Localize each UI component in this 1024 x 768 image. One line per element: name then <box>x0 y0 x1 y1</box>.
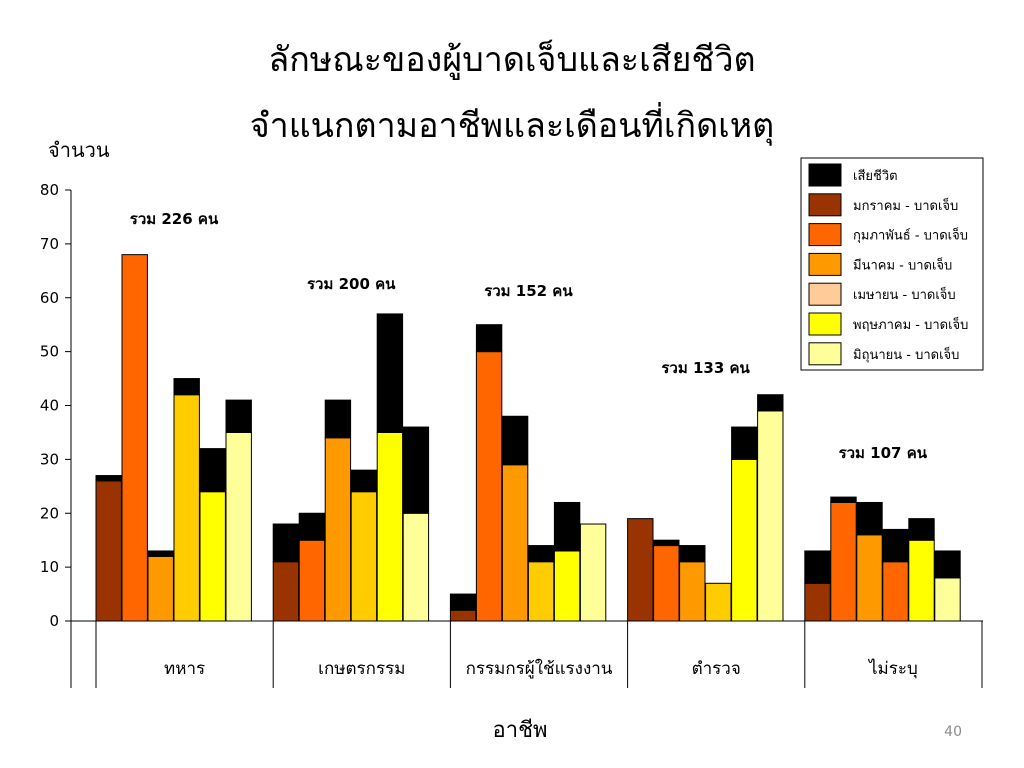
y-tick-label: 80 <box>40 181 59 199</box>
bar-dead <box>147 550 174 557</box>
bar-injured <box>95 480 122 622</box>
category-label: ไม่ระบุ <box>867 658 918 679</box>
bar-dead <box>856 501 883 536</box>
category-label: เกษตรกรรม <box>318 659 405 679</box>
y-tick-label: 20 <box>40 504 59 522</box>
bar-injured <box>376 431 404 622</box>
bar-injured <box>199 491 226 622</box>
legend-label: เสียชีวิต <box>853 168 898 184</box>
legend-swatch <box>808 193 842 217</box>
bar-injured <box>324 437 352 622</box>
bar-injured <box>553 550 581 622</box>
bar-injured <box>934 577 961 622</box>
legend-label: มีนาคม - บาดเจ็บ <box>853 255 952 273</box>
category-total-label: รวม 152 คน <box>484 282 573 300</box>
bar-dead <box>804 550 831 584</box>
page-number: 40 <box>944 724 962 740</box>
category-label: กรรมกรผู้ใช้แรงงาน <box>466 658 613 679</box>
bar-dead <box>882 528 909 563</box>
bar-dead <box>553 501 581 552</box>
bar-dead <box>679 545 706 563</box>
bar-injured <box>272 561 300 622</box>
bar-injured <box>627 518 654 622</box>
bar-dead <box>376 313 404 433</box>
bar-injured <box>705 582 732 622</box>
bar-injured <box>882 561 909 622</box>
y-tick-label: 70 <box>40 235 59 253</box>
bar-dead <box>475 324 503 353</box>
bar-dead <box>527 545 555 563</box>
legend-label: กุมภาพันธ์ - บาดเจ็บ <box>853 226 968 244</box>
bar-dead <box>757 394 784 412</box>
bar-dead <box>934 550 961 579</box>
y-tick-label: 60 <box>40 289 59 307</box>
bar-injured <box>527 561 555 622</box>
x-axis-label: อาชีพ <box>492 718 548 743</box>
bar-injured <box>225 431 252 622</box>
bar-injured <box>679 561 706 622</box>
legend-swatch <box>808 163 842 187</box>
bar-dead <box>173 378 200 396</box>
legend-label: มิถุนายน - บาดเจ็บ <box>853 345 959 363</box>
y-tick-label: 30 <box>40 450 59 468</box>
bar-dead <box>199 448 226 493</box>
legend-swatch <box>808 342 842 366</box>
chart-title-line2: จำแนกตามอาชีพและเดือนที่เกิดเหตุ <box>249 106 775 146</box>
bar-dead <box>449 593 477 611</box>
bar-dead <box>324 399 352 439</box>
bar-injured <box>121 254 148 622</box>
bar-injured <box>147 555 174 622</box>
bar-injured <box>298 539 326 622</box>
legend-swatch <box>808 282 842 306</box>
bar-injured <box>350 491 378 622</box>
category-total-label: รวม 133 คน <box>661 359 750 377</box>
bar-dead <box>501 415 529 466</box>
bar-injured <box>173 394 200 622</box>
bar-injured <box>475 351 503 622</box>
bar-injured <box>757 410 784 622</box>
category-label: ตำรวจ <box>692 659 741 679</box>
bar-dead <box>298 512 326 541</box>
bar-dead <box>908 518 935 541</box>
category-total-label: รวม 226 คน <box>130 210 219 228</box>
y-tick-label: 0 <box>49 612 59 630</box>
bar-injured <box>830 501 857 622</box>
category-total-label: รวม 107 คน <box>839 444 928 462</box>
chart-title-line1: ลักษณะของผู้บาดเจ็บและเสียชีวิต <box>268 40 756 80</box>
legend-swatch <box>808 312 842 336</box>
bar-dead <box>402 426 430 514</box>
bar-injured <box>856 534 883 622</box>
bar-injured <box>653 545 680 622</box>
legend-label: มกราคม - บาดเจ็บ <box>853 196 958 214</box>
axes-layer: 0 10 20 30 40 50 60 70 80 ทหาร เกษตรกรรม กรรมกรผู้ใ… <box>40 181 983 688</box>
bar-injured <box>731 458 758 622</box>
y-tick-label: 10 <box>40 558 59 576</box>
legend-swatch <box>808 223 842 247</box>
bar-dead <box>95 475 122 482</box>
bar-dead <box>272 523 300 563</box>
bar-injured <box>579 523 607 622</box>
y-axis-label: จำนวน <box>48 138 110 162</box>
bar-dead <box>653 539 680 547</box>
bar-injured <box>501 464 529 622</box>
category-total-label: รวม 200 คน <box>307 275 396 293</box>
bar-dead <box>350 469 378 493</box>
y-tick-label: 50 <box>40 343 59 361</box>
legend-label: เมษายน - บาดเจ็บ <box>853 285 956 303</box>
bar-dead <box>731 426 758 460</box>
bar-injured <box>804 582 831 622</box>
bar-injured <box>449 609 477 622</box>
legend-label: พฤษภาคม - บาดเจ็บ <box>853 315 968 333</box>
category-label: ทหาร <box>164 659 205 679</box>
legend-swatch <box>808 252 842 276</box>
bar-dead <box>225 399 252 433</box>
bar-dead <box>830 496 857 503</box>
bar-injured <box>908 539 935 622</box>
bar-injured <box>402 512 430 622</box>
y-tick-label: 40 <box>40 397 59 415</box>
